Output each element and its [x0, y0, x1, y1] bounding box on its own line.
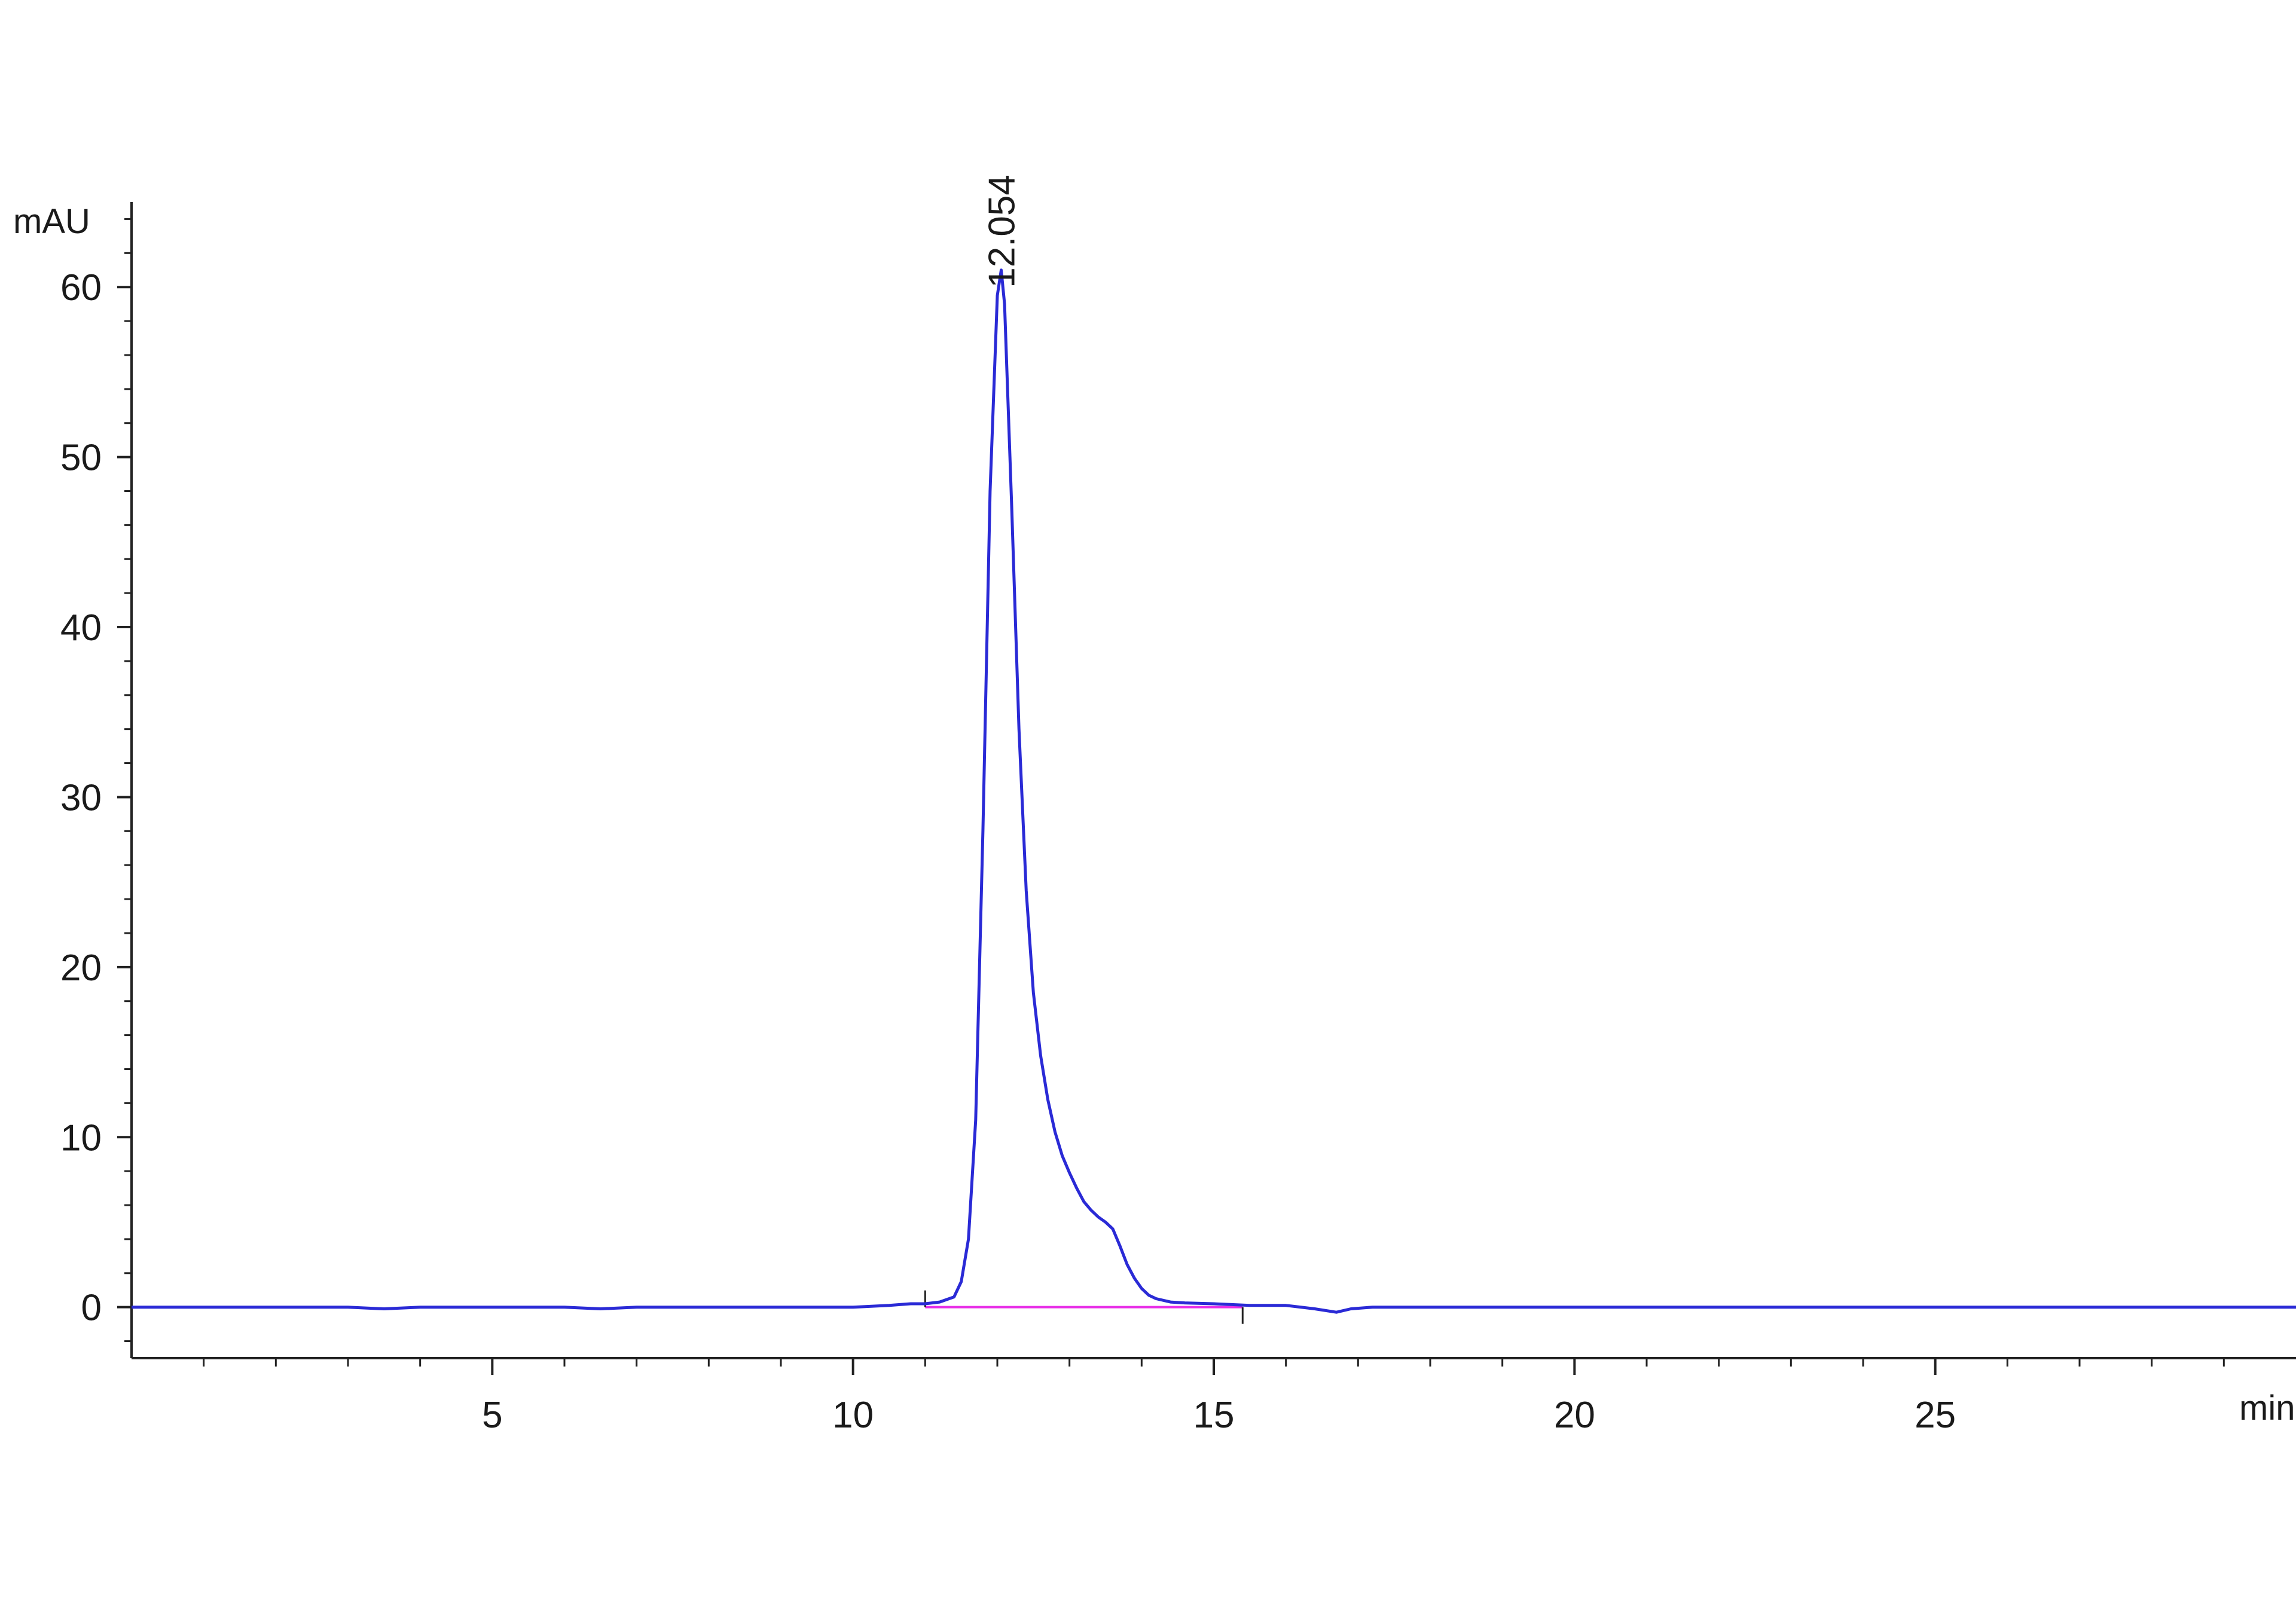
axes	[117, 202, 2296, 1375]
labels: 0 10 20 30 40 50 60 5 10 15 20 25 mAU min 12.054	[13, 175, 2295, 1436]
peak-label: 12.054	[982, 175, 1023, 288]
y-tick-label: 50	[60, 438, 102, 479]
y-tick-label: 40	[60, 607, 102, 649]
y-unit-label: mAU	[13, 202, 90, 241]
x-tick-label: 5	[482, 1395, 502, 1436]
x-tick-label: 10	[832, 1395, 874, 1436]
y-tick-label: 60	[60, 267, 102, 308]
x-tick-label: 15	[1193, 1395, 1235, 1436]
y-tick-label: 30	[60, 777, 102, 818]
x-tick-label: 25	[1915, 1395, 1956, 1436]
x-tick-label: 20	[1554, 1395, 1595, 1436]
x-unit-label: min	[2239, 1389, 2295, 1427]
y-tick-label: 20	[60, 947, 102, 989]
plot-area	[132, 268, 2296, 1324]
y-tick-label: 0	[81, 1288, 102, 1329]
signal-trace	[132, 268, 2296, 1314]
y-tick-label: 10	[60, 1117, 102, 1158]
